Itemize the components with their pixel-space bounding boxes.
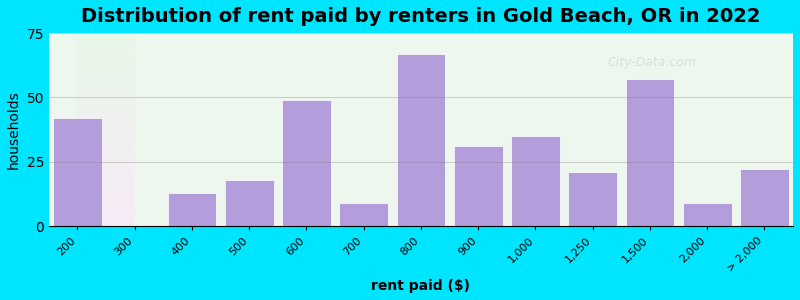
Bar	[683, 203, 731, 226]
X-axis label: rent paid ($): rent paid ($)	[371, 279, 470, 293]
Bar	[53, 118, 102, 226]
Bar	[225, 180, 274, 226]
Bar	[168, 193, 216, 226]
Bar	[568, 172, 617, 226]
Bar	[339, 203, 388, 226]
Text: City-Data.com: City-Data.com	[607, 56, 696, 69]
Y-axis label: households: households	[7, 90, 21, 169]
Title: Distribution of rent paid by renters in Gold Beach, OR in 2022: Distribution of rent paid by renters in …	[82, 7, 761, 26]
Bar	[740, 169, 789, 226]
Bar	[626, 80, 674, 226]
Bar	[454, 146, 502, 226]
Bar	[282, 100, 330, 226]
Bar	[397, 54, 446, 226]
Bar	[511, 136, 560, 226]
